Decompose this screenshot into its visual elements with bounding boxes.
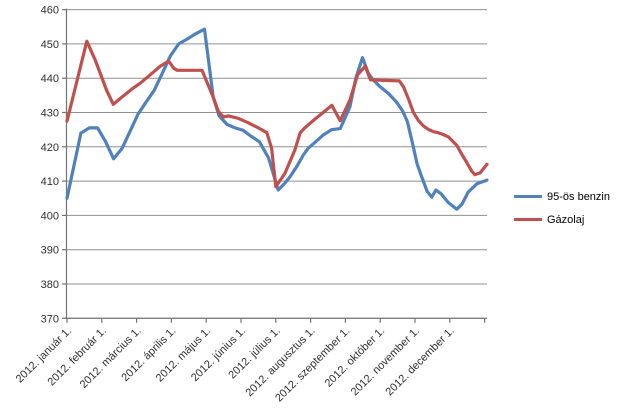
x-tick-label: 2012. december 1. [384, 325, 457, 398]
y-tick-label: 460 [41, 5, 59, 17]
series-line-benzin [65, 27, 489, 211]
y-tick-label: 380 [41, 279, 59, 291]
x-tick-label: 2012. március 1. [78, 325, 144, 391]
y-tick-label: 400 [41, 210, 59, 222]
y-tick-label: 430 [41, 108, 59, 120]
legend-label-gazolaj: Gázolaj [547, 213, 585, 226]
series-line-gazolaj [65, 39, 489, 189]
x-tick-label: 2012. október 1. [323, 325, 388, 390]
y-tick-label: 410 [41, 176, 59, 188]
chart-legend: 95-ös benzin Gázolaj [514, 189, 610, 227]
y-tick-label: 390 [41, 245, 59, 257]
gazolaj-line-swatch [514, 218, 542, 221]
y-tick-label: 370 [41, 313, 59, 325]
y-tick-label: 420 [41, 142, 59, 154]
legend-label-benzin: 95-ös benzin [547, 190, 610, 203]
legend-item-benzin: 95-ös benzin [514, 189, 610, 204]
benzin-line-swatch [514, 195, 542, 198]
legend-item-gazolaj: Gázolaj [514, 212, 610, 227]
y-tick-label: 440 [41, 73, 59, 85]
y-tick-label: 450 [41, 39, 59, 51]
